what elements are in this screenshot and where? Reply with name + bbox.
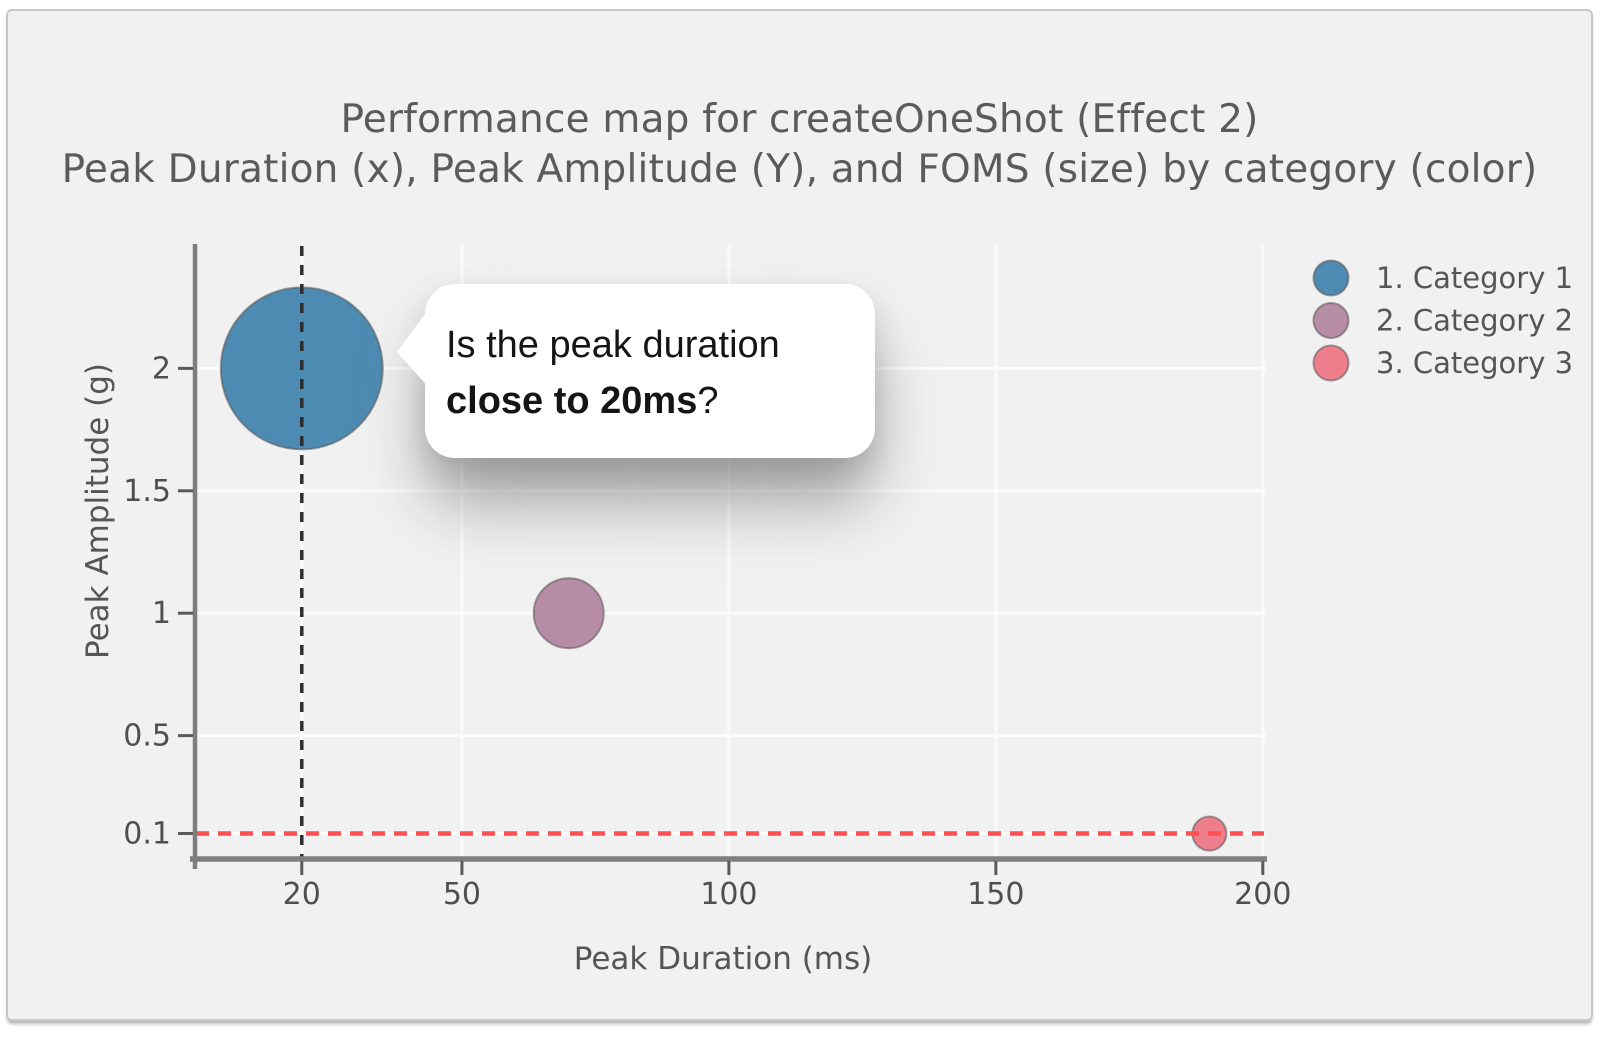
legend-marker-3-category-3[interactable] [1312,344,1350,382]
legend-label-3-category-3[interactable]: 3. Category 3 [1376,346,1573,380]
y-tick-label-1: 1 [152,596,171,631]
y-tick-label-0.5: 0.5 [123,719,171,754]
x-tick-label-150: 150 [967,877,1024,912]
y-tick-label-1.5: 1.5 [123,474,171,509]
bubble-chart: 20 50 100 150 200 0.1 0.5 1 1.5 2 1. Category 1 2. … [123,244,1573,912]
legend-label-1-category-1[interactable]: 1. Category 1 [1376,261,1573,295]
x-tick-label-100: 100 [700,877,757,912]
y-tick-label-2: 2 [152,351,171,386]
tooltip-line2-suffix: ? [697,380,719,422]
x-tick-label-50: 50 [443,877,481,912]
question-tooltip: Is the peak duration close to 20ms? [397,284,875,458]
chart-subtitle: Peak Duration (x), Peak Amplitude (Y), a… [61,147,1538,192]
bubble-2-category-2[interactable] [532,577,605,650]
y-axis-title: Peak Amplitude (g) [80,362,116,660]
x-tick-label-200: 200 [1234,877,1291,912]
chart-title: Performance map for createOneShot (Effec… [340,97,1259,142]
tooltip-line1: Is the peak duration [446,324,780,366]
tooltip-pointer-icon [397,306,431,390]
x-axis-title: Peak Duration (ms) [573,941,873,977]
y-tick-label-0.1: 0.1 [123,817,171,852]
tooltip-text: Is the peak duration close to 20ms? [425,284,875,429]
x-tick-label-20: 20 [283,877,321,912]
chart-card: Performance map for createOneShot (Effec… [6,9,1593,1021]
tooltip-line2-bold: close to 20ms [446,380,698,422]
tooltip-line2: close to 20ms? [446,373,875,429]
legend-marker-1-category-1[interactable] [1312,259,1350,297]
legend-label-2-category-2[interactable]: 2. Category 2 [1376,304,1573,338]
chart-titles: Performance map for createOneShot (Effec… [8,95,1591,195]
legend-marker-2-category-2[interactable] [1312,302,1350,339]
